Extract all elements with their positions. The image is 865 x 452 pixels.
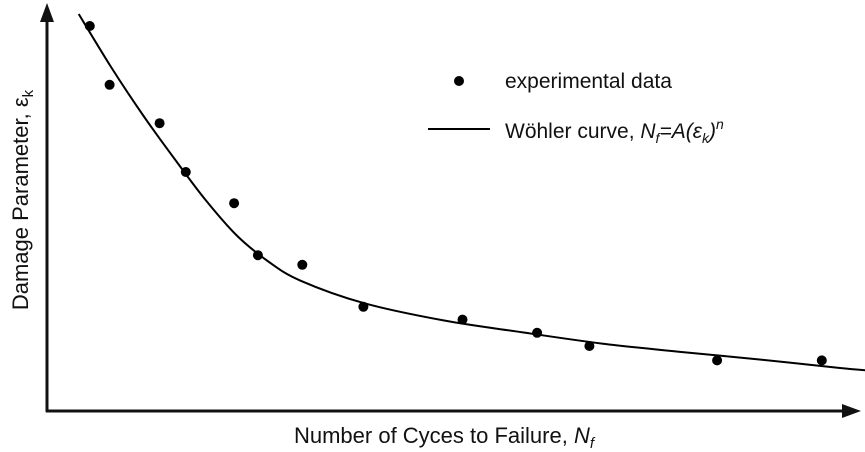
x-axis-title: Number of Cyces to Failure, Nf	[294, 423, 596, 452]
data-point	[154, 118, 165, 129]
woehler-curve-layer	[77, 13, 865, 372]
x-axis-arrowhead	[842, 404, 861, 418]
legend-marker-experimental-data	[454, 76, 464, 86]
woehler-curve-line	[77, 13, 865, 372]
experimental-points-layer	[84, 21, 827, 366]
data-point	[712, 355, 723, 366]
legend: experimental data Wöhler curve, Nf=A(εk)…	[428, 70, 724, 146]
data-point	[297, 259, 308, 270]
legend-label-woehler-curve: Wöhler curve, Nf=A(εk)n	[505, 116, 724, 146]
y-axis-title: Damage Parameter, εk	[8, 89, 37, 310]
data-point	[532, 327, 543, 338]
data-point	[358, 301, 369, 312]
data-point	[180, 167, 191, 177]
data-point	[84, 21, 95, 31]
data-point	[104, 79, 115, 90]
data-point	[457, 314, 468, 325]
data-point	[252, 250, 263, 261]
data-point	[816, 355, 827, 366]
y-axis-arrowhead	[40, 3, 54, 22]
data-point	[584, 341, 595, 351]
legend-label-experimental-data: experimental data	[505, 70, 672, 93]
data-point	[229, 198, 240, 209]
